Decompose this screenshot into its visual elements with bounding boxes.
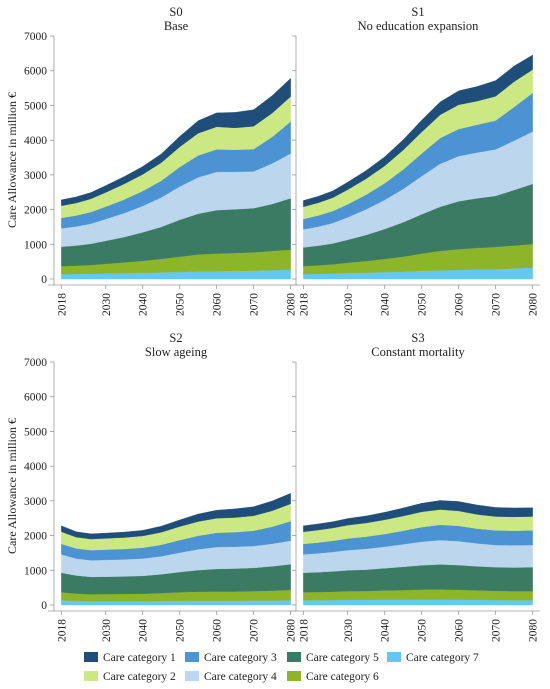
area-care-category-1 bbox=[61, 493, 291, 540]
y-tick-label: 4000 bbox=[24, 461, 47, 473]
legend-swatch bbox=[185, 671, 199, 681]
y-tick-label: 5000 bbox=[24, 100, 47, 112]
panel-title: S3 bbox=[411, 331, 424, 345]
legend-item-care-category-3: Care category 3 bbox=[185, 652, 277, 664]
panel-title: S0 bbox=[169, 5, 182, 19]
legend-item-care-category-7: Care category 7 bbox=[387, 652, 479, 664]
area-care-category-1 bbox=[61, 77, 291, 206]
x-tick-label: 2060 bbox=[454, 619, 466, 642]
y-tick-label: 2000 bbox=[24, 531, 47, 543]
legend: Care category 1 Care category 2 Care categ… bbox=[84, 652, 479, 683]
legend-swatch bbox=[84, 671, 98, 681]
x-tick-label: 2050 bbox=[175, 619, 187, 642]
legend-item-care-category-6: Care category 6 bbox=[287, 671, 379, 683]
legend-swatch bbox=[387, 652, 401, 662]
y-tick-label: 4000 bbox=[24, 135, 47, 147]
legend-label: Care category 6 bbox=[306, 671, 379, 683]
x-tick-label: 2030 bbox=[343, 619, 355, 642]
legend-item-care-category-5: Care category 5 bbox=[287, 652, 379, 664]
legend-swatch bbox=[287, 671, 301, 681]
legend-label: Care category 3 bbox=[204, 652, 277, 664]
panel-title: S2 bbox=[169, 331, 182, 345]
area-care-category-7 bbox=[303, 599, 533, 606]
legend-label: Care category 2 bbox=[103, 671, 176, 683]
legend-label: Care category 4 bbox=[204, 671, 277, 683]
x-tick-label: 2070 bbox=[491, 619, 503, 642]
y-tick-label: 1000 bbox=[24, 239, 47, 251]
x-tick-label: 2070 bbox=[249, 293, 261, 316]
legend-item-care-category-2: Care category 2 bbox=[84, 671, 176, 683]
x-tick-label: 2018 bbox=[298, 293, 310, 316]
panel-subtitle: No education expansion bbox=[358, 19, 480, 33]
legend-label: Care category 5 bbox=[306, 652, 379, 664]
legend-label: Care category 1 bbox=[103, 652, 176, 664]
y-tick-label: 6000 bbox=[24, 392, 47, 404]
x-tick-label: 2050 bbox=[175, 293, 187, 316]
area-care-category-1 bbox=[303, 500, 533, 532]
x-tick-label: 2070 bbox=[249, 619, 261, 642]
x-tick-label: 2018 bbox=[298, 619, 310, 642]
panel-subtitle: Slow ageing bbox=[145, 345, 208, 359]
legend-swatch bbox=[185, 652, 199, 662]
y-tick-label: 5000 bbox=[24, 426, 47, 438]
area-care-category-1 bbox=[303, 54, 533, 208]
panel-subtitle: Constant mortality bbox=[371, 345, 465, 359]
legend-swatch bbox=[287, 652, 301, 662]
x-tick-label: 2080 bbox=[286, 293, 298, 316]
y-tick-label: 1000 bbox=[24, 565, 47, 577]
y-axis-title-bottom: Care Allowance in million € bbox=[5, 418, 19, 554]
x-tick-label: 2030 bbox=[101, 619, 113, 642]
x-tick-label: 2030 bbox=[343, 293, 355, 316]
y-tick-label: 3000 bbox=[24, 170, 47, 182]
legend-label: Care category 7 bbox=[406, 652, 479, 664]
y-tick-label: 0 bbox=[41, 600, 47, 612]
y-tick-label: 0 bbox=[41, 274, 47, 286]
x-tick-label: 2030 bbox=[101, 293, 113, 316]
x-tick-label: 2080 bbox=[528, 619, 540, 642]
x-tick-label: 2080 bbox=[528, 293, 540, 316]
x-tick-label: 2040 bbox=[138, 619, 150, 642]
legend-item-care-category-4: Care category 4 bbox=[185, 671, 277, 683]
x-tick-label: 2060 bbox=[212, 619, 224, 642]
x-tick-label: 2050 bbox=[417, 619, 429, 642]
y-tick-label: 3000 bbox=[24, 496, 47, 508]
y-tick-label: 2000 bbox=[24, 205, 47, 217]
y-tick-label: 6000 bbox=[24, 66, 47, 78]
x-tick-label: 2040 bbox=[380, 293, 392, 316]
panel-title: S1 bbox=[411, 5, 424, 19]
x-tick-label: 2060 bbox=[454, 293, 466, 316]
x-tick-label: 2070 bbox=[491, 293, 503, 316]
x-tick-label: 2080 bbox=[286, 619, 298, 642]
x-tick-label: 2050 bbox=[417, 293, 429, 316]
y-tick-label: 7000 bbox=[24, 357, 47, 369]
legend-item-care-category-1: Care category 1 bbox=[84, 652, 176, 664]
x-tick-label: 2040 bbox=[380, 619, 392, 642]
y-axis-title-top: Care Allowance in million € bbox=[5, 92, 19, 228]
legend-swatch bbox=[84, 652, 98, 662]
panel-subtitle: Base bbox=[164, 19, 189, 33]
y-tick-label: 7000 bbox=[24, 31, 47, 43]
x-tick-label: 2040 bbox=[138, 293, 150, 316]
x-tick-label: 2018 bbox=[56, 293, 68, 316]
x-tick-label: 2018 bbox=[56, 619, 68, 642]
x-tick-label: 2060 bbox=[212, 293, 224, 316]
